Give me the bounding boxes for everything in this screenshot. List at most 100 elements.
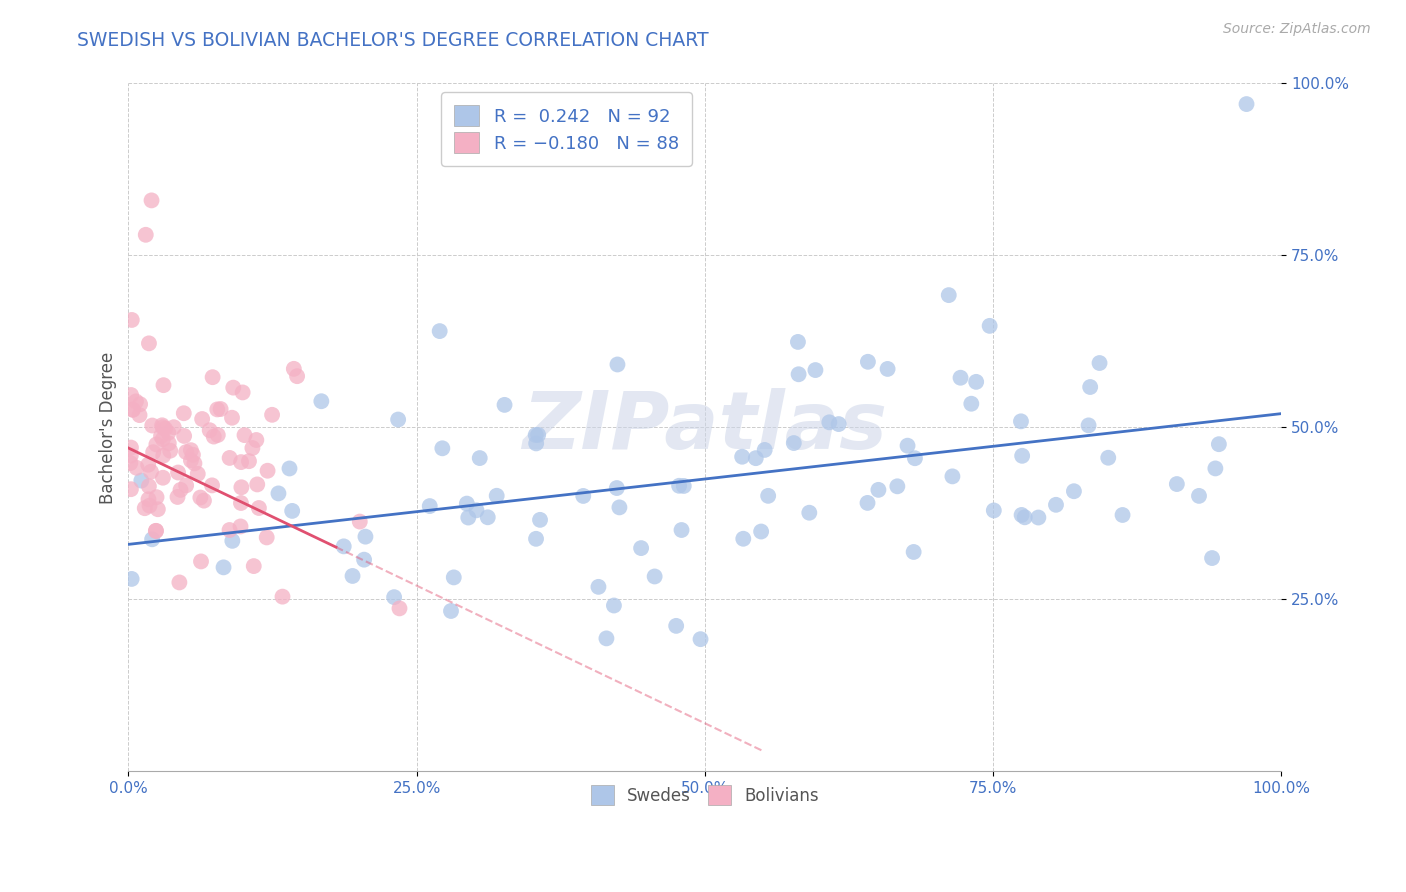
Point (440, 604, 463, 618)
Point (332, 540, 354, 554)
Point (630, 541, 652, 555)
Point (152, 471, 174, 485)
Point (960, 397, 983, 411)
Point (141, 533, 163, 547)
Point (187, 467, 209, 481)
Point (183, 456, 205, 470)
Point (120, 388, 142, 402)
Point (342, 569, 364, 583)
Point (163, 420, 186, 434)
Point (141, 418, 163, 433)
Point (443, 570, 465, 584)
Point (419, 499, 441, 513)
Point (139, 465, 162, 479)
Point (429, 324, 451, 338)
Point (904, 451, 927, 466)
Point (153, 422, 176, 436)
Point (201, 478, 224, 492)
Point (247, 501, 270, 516)
Point (128, 408, 150, 422)
Point (896, 439, 918, 453)
Point (818, 415, 841, 429)
Point (731, 450, 754, 464)
Point (167, 466, 190, 480)
Point (311, 394, 333, 409)
Point (181, 448, 204, 462)
Point (1011, 508, 1033, 522)
Point (145, 524, 167, 538)
Point (191, 412, 214, 426)
Point (353, 552, 375, 566)
Point (120, 456, 142, 470)
Point (689, 632, 711, 647)
Point (886, 479, 908, 493)
Point (588, 580, 610, 594)
Point (207, 428, 229, 442)
Point (756, 489, 779, 503)
Point (672, 479, 695, 493)
Point (1111, 508, 1133, 522)
Point (209, 402, 232, 417)
Point (456, 497, 478, 511)
Point (157, 436, 180, 450)
Point (281, 504, 304, 518)
Point (207, 402, 229, 417)
Point (145, 524, 167, 538)
Point (174, 478, 197, 492)
Point (135, 227, 157, 242)
Point (157, 425, 180, 440)
Point (606, 481, 628, 495)
Point (783, 436, 806, 450)
Text: Source: ZipAtlas.com: Source: ZipAtlas.com (1223, 22, 1371, 37)
Point (138, 479, 160, 493)
Point (457, 510, 479, 524)
Point (180, 443, 202, 458)
Point (1208, 437, 1230, 451)
Point (1028, 510, 1050, 524)
Point (152, 449, 174, 463)
Point (524, 436, 547, 450)
Point (146, 502, 169, 516)
Point (232, 385, 254, 400)
Point (169, 575, 191, 590)
Point (572, 489, 595, 503)
Point (152, 378, 174, 392)
Point (120, 441, 142, 455)
Point (138, 492, 160, 507)
Point (382, 590, 405, 604)
Point (141, 194, 163, 208)
Point (733, 532, 755, 546)
Point (1077, 418, 1099, 433)
Point (174, 445, 197, 459)
Point (150, 418, 173, 433)
Point (218, 450, 240, 465)
Point (221, 410, 243, 425)
Point (903, 545, 925, 559)
Point (233, 428, 256, 442)
Point (221, 533, 243, 548)
Point (190, 554, 212, 568)
Point (267, 486, 290, 500)
Point (218, 523, 240, 537)
Point (671, 523, 693, 537)
Point (388, 601, 411, 615)
Point (603, 599, 626, 613)
Point (979, 318, 1001, 333)
Point (745, 451, 768, 466)
Point (122, 402, 145, 417)
Point (595, 632, 617, 646)
Point (1236, 97, 1258, 112)
Point (222, 381, 245, 395)
Point (159, 443, 181, 458)
Point (256, 464, 278, 478)
Point (349, 515, 371, 529)
Point (145, 490, 167, 504)
Point (856, 496, 879, 510)
Point (1088, 356, 1111, 370)
Point (121, 572, 143, 586)
Point (278, 461, 301, 475)
Point (180, 453, 202, 467)
Point (749, 524, 772, 539)
Point (938, 288, 960, 302)
Point (1188, 489, 1211, 503)
